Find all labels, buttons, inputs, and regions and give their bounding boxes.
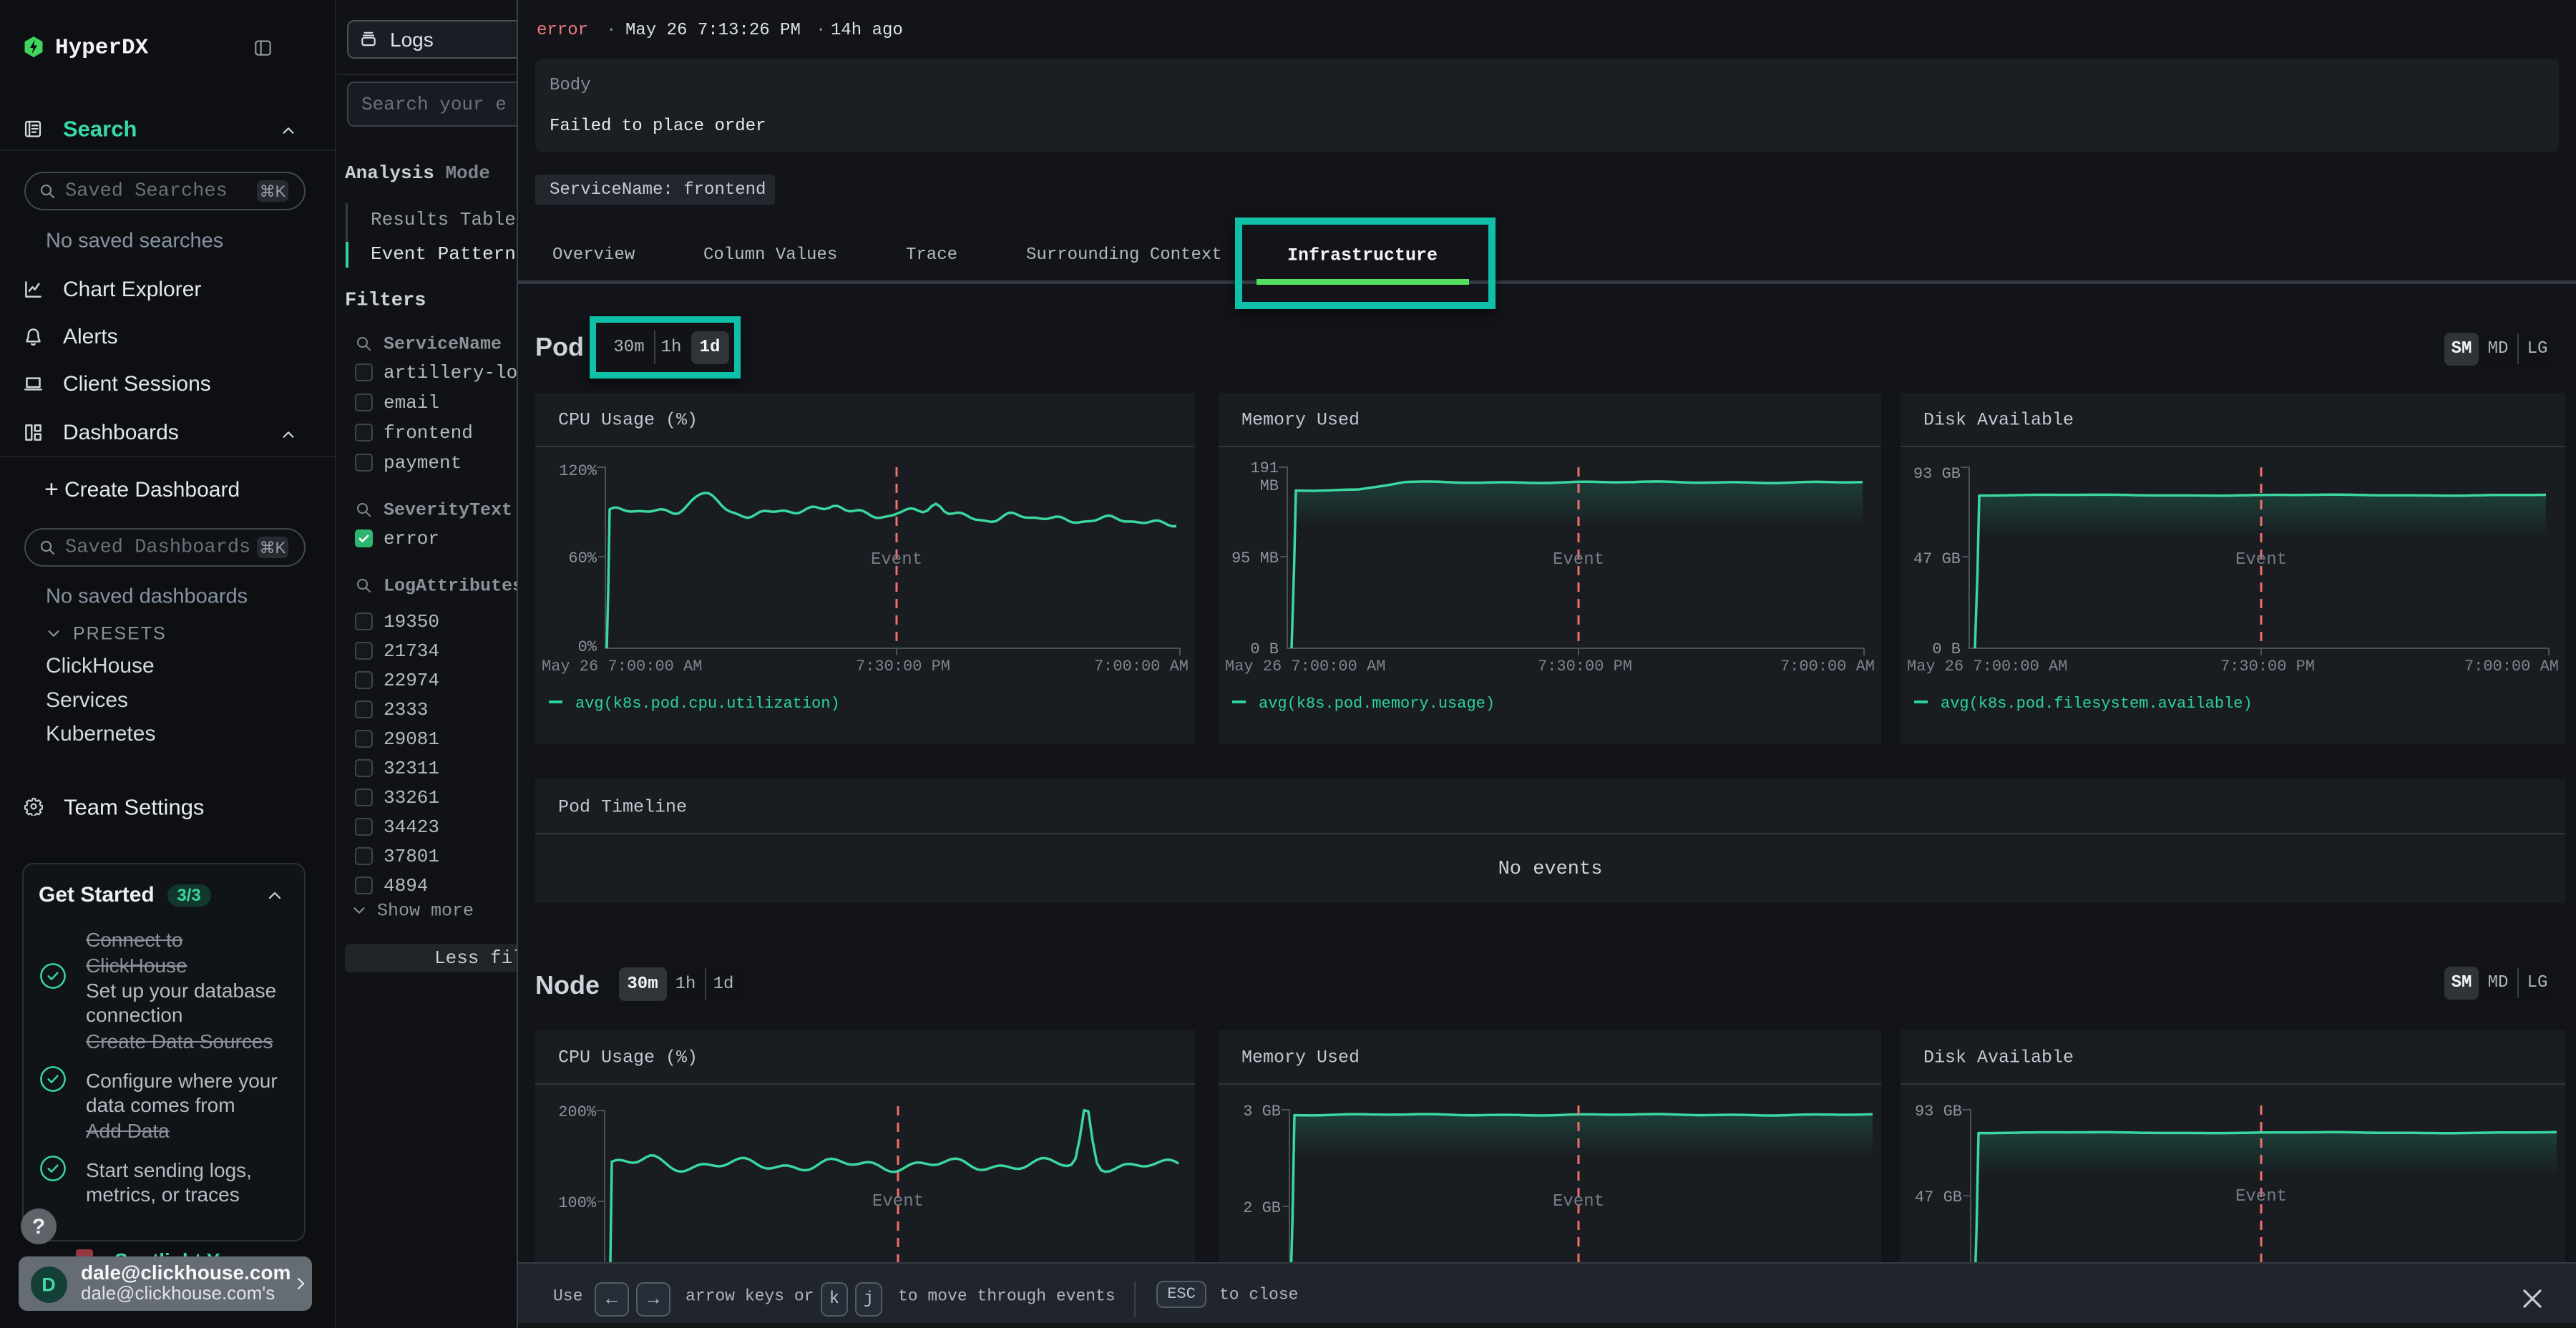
svg-text:0 B: 0 B — [1250, 640, 1279, 658]
svg-text:2 GB: 2 GB — [1243, 1199, 1281, 1217]
svg-text:7:00:00 AM: 7:00:00 AM — [1780, 658, 1875, 675]
svg-text:avg(k8s.pod.cpu.utilization): avg(k8s.pod.cpu.utilization) — [575, 695, 840, 713]
svg-text:95 MB: 95 MB — [1231, 550, 1279, 567]
svg-text:Event: Event — [2235, 550, 2287, 570]
svg-text:47 GB: 47 GB — [1913, 550, 1961, 568]
svg-text:120%: 120% — [559, 462, 597, 480]
svg-text:191: 191 — [1250, 459, 1279, 477]
svg-text:May 26 7:00:00 AM: May 26 7:00:00 AM — [542, 658, 702, 675]
svg-text:7:00:00 AM: 7:00:00 AM — [1094, 658, 1189, 675]
svg-text:MB: MB — [1260, 477, 1279, 495]
svg-text:May 26 7:00:00 AM: May 26 7:00:00 AM — [1907, 658, 2067, 675]
svg-text:93 GB: 93 GB — [1913, 465, 1961, 483]
svg-text:7:30:00 PM: 7:30:00 PM — [856, 658, 950, 675]
svg-text:47 GB: 47 GB — [1915, 1188, 1962, 1206]
svg-text:100%: 100% — [558, 1194, 597, 1212]
svg-text:0%: 0% — [578, 638, 597, 656]
svg-text:7:30:00 PM: 7:30:00 PM — [1538, 658, 1632, 675]
svg-text:93 GB: 93 GB — [1915, 1103, 1962, 1120]
svg-text:Event: Event — [871, 550, 922, 570]
svg-text:7:00:00 AM: 7:00:00 AM — [2464, 658, 2559, 675]
svg-text:May 26 7:00:00 AM: May 26 7:00:00 AM — [1225, 658, 1385, 675]
svg-text:Event: Event — [1553, 550, 1604, 570]
svg-text:Event: Event — [1553, 1192, 1604, 1211]
svg-text:avg(k8s.pod.filesystem.availab: avg(k8s.pod.filesystem.available) — [1941, 695, 2253, 713]
svg-text:0 B: 0 B — [1932, 640, 1961, 658]
svg-text:avg(k8s.pod.memory.usage): avg(k8s.pod.memory.usage) — [1259, 695, 1495, 713]
svg-text:3 GB: 3 GB — [1243, 1103, 1281, 1120]
svg-text:Event: Event — [2235, 1187, 2287, 1206]
svg-text:7:30:00 PM: 7:30:00 PM — [2220, 658, 2315, 675]
svg-text:200%: 200% — [558, 1103, 597, 1121]
svg-text:60%: 60% — [568, 550, 597, 567]
svg-text:Event: Event — [872, 1192, 924, 1211]
